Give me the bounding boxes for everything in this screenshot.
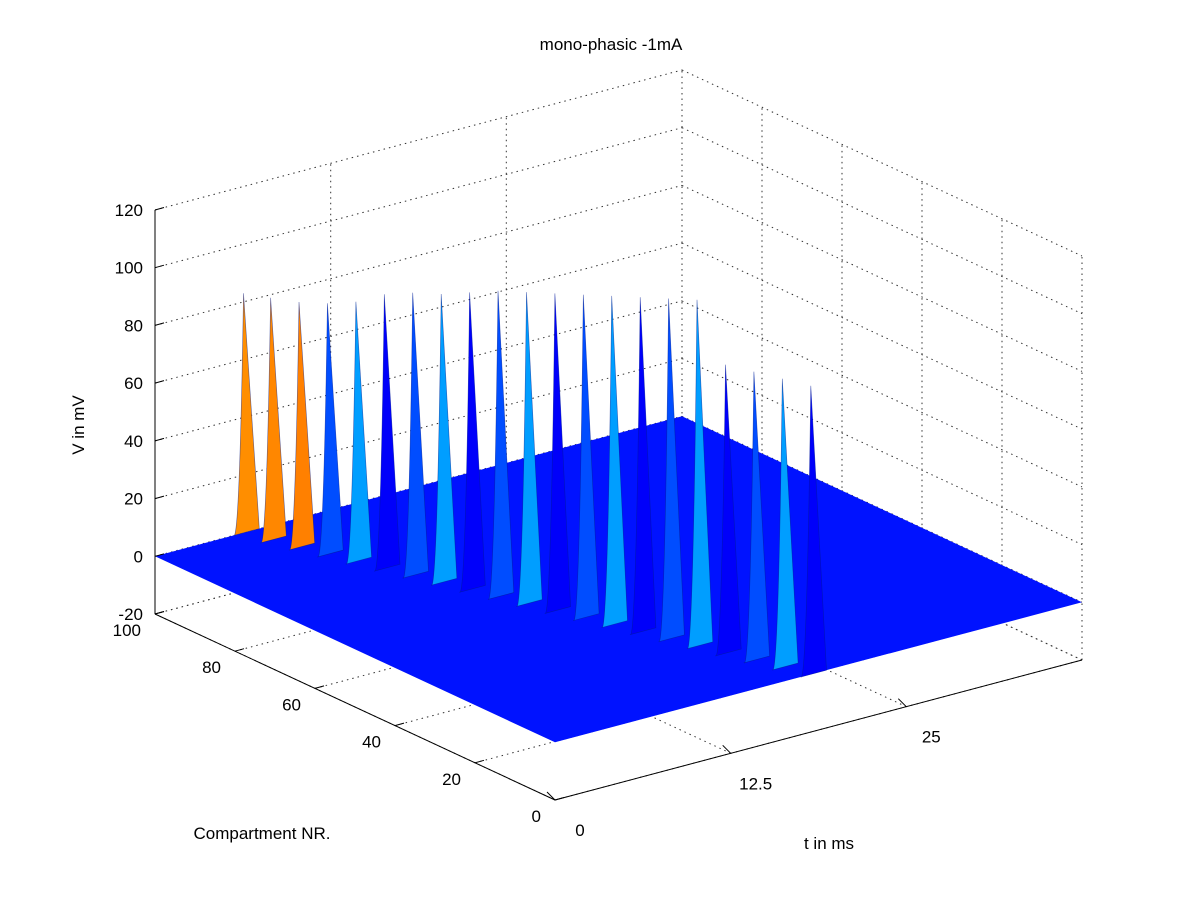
y-tick — [154, 611, 165, 615]
y-tick — [554, 797, 565, 801]
z-tick — [154, 495, 165, 500]
spike-compartment-60 — [459, 292, 486, 593]
spike-compartment-35 — [601, 295, 628, 628]
z-tick — [154, 207, 165, 211]
y-tick-label: 100 — [113, 621, 141, 640]
spike-compartment-40 — [572, 294, 600, 621]
y-tick-label: 20 — [442, 770, 461, 789]
spike-compartment-15 — [715, 364, 742, 657]
z-tick-label: 20 — [124, 490, 143, 509]
x-axis-line — [554, 659, 1083, 801]
x-tick — [722, 744, 732, 754]
y-tick — [474, 759, 485, 764]
y-tick — [394, 722, 405, 727]
z-tick — [154, 322, 165, 326]
grid-line-z-back — [154, 69, 683, 211]
spike-compartment-90 — [288, 301, 316, 551]
x-tick — [897, 698, 907, 708]
y-tick — [314, 685, 325, 689]
spike-compartment-45 — [544, 293, 571, 614]
z-tick-label: 40 — [124, 432, 143, 451]
z-tick-label: 80 — [124, 316, 143, 335]
spike-compartment-5 — [771, 378, 799, 671]
z-tick — [154, 553, 165, 557]
z-tick-label: 0 — [134, 547, 143, 566]
grid-line-z-back — [154, 127, 683, 269]
axes-box — [154, 210, 1083, 801]
spike-compartment-25 — [658, 298, 685, 643]
spike-compartment-85 — [317, 303, 344, 558]
z-axis-label: V in mV — [69, 395, 88, 455]
z-tick-label: 60 — [124, 374, 143, 393]
x-tick-label: 12.5 — [739, 774, 772, 793]
z-tick — [154, 380, 165, 384]
grid-line-z-right — [681, 242, 1083, 430]
grid-line-z-back — [154, 242, 683, 384]
grid-line-z-right — [681, 300, 1083, 488]
spike-compartment-75 — [373, 294, 401, 572]
y-tick-label: 0 — [532, 807, 541, 826]
z-tick-label: 100 — [115, 259, 143, 278]
spike-compartment-30 — [629, 297, 657, 635]
z-tick-label: -20 — [118, 605, 143, 624]
y-tick-label: 40 — [362, 733, 381, 752]
z-tick-label: 120 — [115, 201, 143, 220]
grid-line-z-back — [154, 184, 683, 326]
spike-compartment-10 — [743, 371, 770, 664]
spike-compartment-80 — [345, 301, 372, 565]
grid-line-z-right — [681, 127, 1083, 315]
spike-compartment-20 — [686, 299, 714, 650]
x-tick-label: 0 — [575, 821, 584, 840]
grid-line-z-right — [681, 184, 1083, 372]
spike-compartment-70 — [402, 292, 429, 579]
x-axis-ticks: 0 12.5 25 — [546, 698, 941, 840]
voltage-surface — [155, 290, 1082, 743]
y-axis-ticks: 0 20 40 60 80 100 — [113, 611, 565, 826]
grid-line-z-right — [681, 358, 1083, 546]
x-tick — [546, 791, 556, 801]
spike-compartment-55 — [487, 290, 515, 600]
y-axis-line — [154, 613, 556, 801]
grid-line-z-right — [681, 69, 1083, 257]
z-axis-ticks: -20 0 20 40 60 80 100 120 — [115, 201, 165, 624]
y-tick — [234, 648, 245, 652]
y-tick-label: 60 — [282, 695, 301, 714]
spike-compartment-0 — [800, 385, 827, 678]
z-tick — [154, 264, 165, 269]
x-axis-label: t in ms — [804, 834, 854, 853]
z-tick — [154, 437, 165, 442]
spike-compartment-100 — [233, 293, 260, 536]
spike-compartment-95 — [260, 297, 287, 544]
y-axis-label: Compartment NR. — [194, 824, 331, 843]
spike-compartment-65 — [430, 293, 458, 586]
y-tick-label: 80 — [202, 658, 221, 677]
spike-compartment-50 — [516, 292, 543, 607]
chart-title: mono-phasic -1mA — [540, 35, 683, 54]
x-tick-label: 25 — [922, 728, 941, 747]
